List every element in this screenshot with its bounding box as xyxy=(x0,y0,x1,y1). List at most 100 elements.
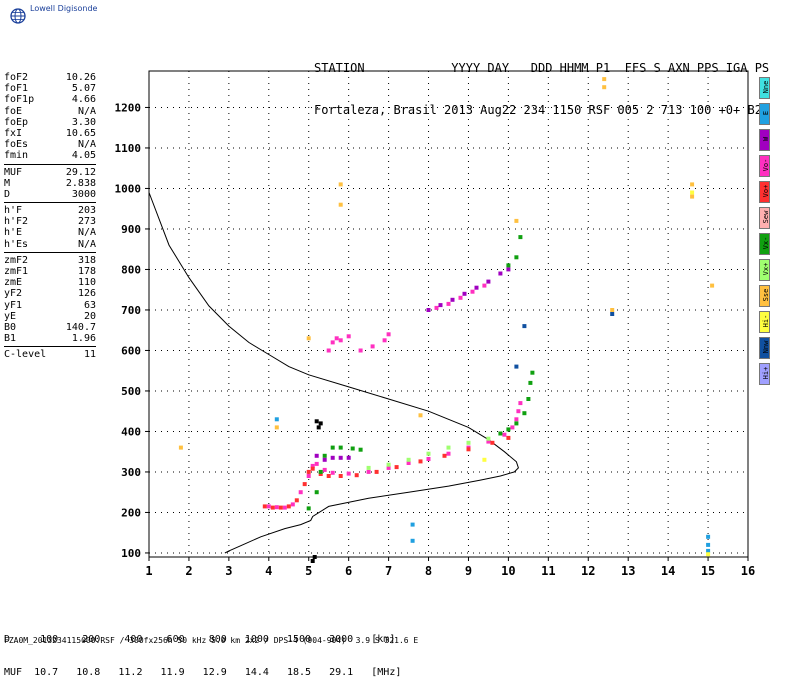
legend-item: E xyxy=(759,103,770,125)
trace-point xyxy=(706,548,711,553)
x-tick-label: 16 xyxy=(741,564,755,578)
parameter-row: B0 140.7 xyxy=(4,322,96,333)
trace-point xyxy=(426,308,431,312)
trace-point xyxy=(318,472,323,476)
parameter-row: foEp 3.30 xyxy=(4,117,96,128)
y-tick-label: 800 xyxy=(121,263,141,276)
ionogram-traces xyxy=(148,77,715,563)
x-tick-label: 6 xyxy=(345,564,352,578)
parameter-value: N/A xyxy=(77,105,96,117)
trace-point xyxy=(366,469,371,474)
trace-point xyxy=(322,467,327,472)
parameter-row: foF2 10.26 xyxy=(4,72,96,83)
trace-point xyxy=(502,432,507,437)
trace-point xyxy=(310,559,315,563)
parameter-label: foF1p xyxy=(4,94,35,106)
trace-point xyxy=(338,445,343,450)
parameter-label: foEs xyxy=(4,139,29,151)
parameter-group-heights: h'F 203 h'F2 273 h'E N/A h'Es N/A xyxy=(4,205,96,250)
parameter-label: D xyxy=(4,188,11,200)
trace-point xyxy=(486,279,491,284)
trace-point xyxy=(330,340,335,345)
grid xyxy=(149,71,748,557)
parameter-value: 3000 xyxy=(71,188,96,200)
parameter-row: h'F2 273 xyxy=(4,216,96,227)
trace-point xyxy=(318,469,323,474)
parameter-label: MUF xyxy=(4,166,23,178)
x-tick-label: 8 xyxy=(425,564,432,578)
legend-label: Vo- xyxy=(762,158,770,172)
trace-point xyxy=(358,447,363,452)
parameter-row: D 3000 xyxy=(4,189,96,200)
y-tick-label: 400 xyxy=(121,425,141,438)
trace-point xyxy=(690,194,695,199)
trace-point xyxy=(270,505,275,510)
trace-point xyxy=(410,522,415,527)
legend-item: Vo- xyxy=(759,155,770,177)
trace-point xyxy=(382,338,387,343)
trace-point xyxy=(310,466,315,471)
trace-point xyxy=(610,312,615,316)
trace-point xyxy=(330,455,335,460)
trace-point xyxy=(302,482,307,487)
parameter-row: h'E N/A xyxy=(4,227,96,238)
trace-point xyxy=(506,267,511,272)
trace-point xyxy=(450,297,455,302)
separator xyxy=(4,163,96,165)
trace-point xyxy=(386,462,391,467)
trace-point xyxy=(294,498,299,503)
parameter-value: 3.30 xyxy=(71,116,96,128)
parameter-value: 318 xyxy=(77,254,96,266)
x-tick-label: 15 xyxy=(701,564,715,578)
trace-point xyxy=(306,474,311,478)
trace-point xyxy=(510,425,515,430)
trace-point xyxy=(386,332,391,337)
parameter-label: zmE xyxy=(4,277,23,289)
trace-point xyxy=(350,446,355,451)
x-tick-label: 10 xyxy=(501,564,515,578)
parameter-row: h'Es N/A xyxy=(4,239,96,250)
parameter-value: 110 xyxy=(77,277,96,289)
trace-point xyxy=(274,505,279,510)
trace-point xyxy=(334,336,339,341)
file-info-footer: FZA0M_2013234115000.RSF / 300fx256h 50 k… xyxy=(4,636,419,645)
parameter-value: N/A xyxy=(77,139,96,151)
y-tick-label: 200 xyxy=(121,506,141,519)
trace-point xyxy=(506,263,511,268)
trace-point xyxy=(346,455,351,460)
x-tick-label: 13 xyxy=(621,564,635,578)
trace-point xyxy=(306,506,311,511)
trace-point xyxy=(706,534,711,539)
legend-item: Vx- xyxy=(759,233,770,255)
legend-item: Hi- xyxy=(759,311,770,333)
legend-label: Nnw xyxy=(762,340,770,354)
trace-point xyxy=(330,445,335,450)
parameter-group-profile: zmF2 318 zmF1 178 zmE 110 yF2 126 yF1 63 yE 20 B0 140… xyxy=(4,255,96,345)
y-tick-label: 600 xyxy=(121,344,141,357)
parameter-row: foF1 5.07 xyxy=(4,83,96,94)
trace-point xyxy=(522,411,527,416)
trace-point xyxy=(474,285,479,290)
parameter-value: 126 xyxy=(77,288,96,300)
parameter-row: zmF2 318 xyxy=(4,255,96,266)
trace-point xyxy=(528,380,533,385)
trace-point xyxy=(278,505,283,510)
parameter-row: C-level 11 xyxy=(4,349,96,360)
trace-point xyxy=(438,303,443,308)
parameter-row: zmF1 178 xyxy=(4,266,96,277)
parameter-row: fmin 4.05 xyxy=(4,150,96,161)
x-tick-label: 5 xyxy=(305,564,312,578)
trace-point xyxy=(706,542,711,547)
trace-point xyxy=(514,255,519,260)
trace-point xyxy=(354,473,359,478)
parameter-group-frequencies: foF2 10.26 foF1 5.07 foF1p 4.66 foE N/A foEp 3.30… xyxy=(4,72,96,162)
x-tick-label: 2 xyxy=(185,564,192,578)
legend-item: Sse xyxy=(759,285,770,307)
trace-point xyxy=(446,445,451,450)
trace-point xyxy=(310,463,315,468)
parameter-row: MUF 29.12 xyxy=(4,167,96,178)
trace-point xyxy=(690,182,695,187)
legend-label: Vo+ xyxy=(762,184,770,198)
ionogram-chart: 1 2 3 4 5 6 7 8 9 10 11 12 13 14 15 1610020030040050060… xyxy=(115,70,755,578)
legend-label: Hi- xyxy=(762,314,770,328)
